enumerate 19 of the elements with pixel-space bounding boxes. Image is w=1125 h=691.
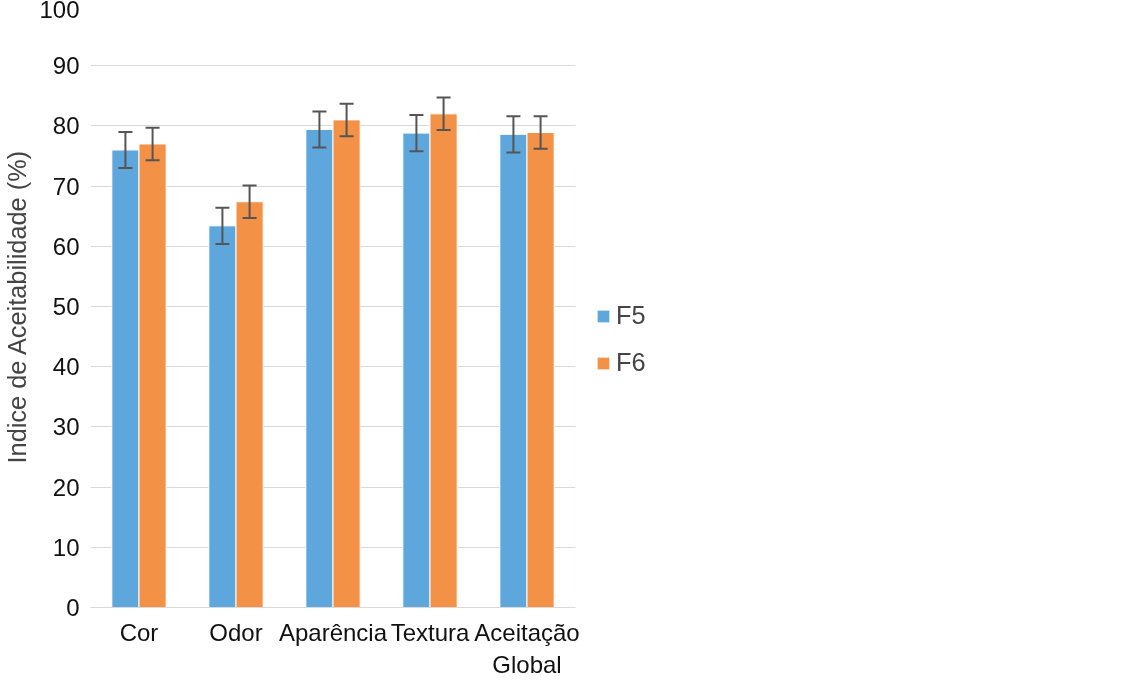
x-tick-label: Textura	[390, 618, 470, 646]
y-tick-label: 90	[52, 52, 80, 80]
y-tick-label: 80	[52, 112, 80, 140]
y-tick-label: 30	[52, 413, 80, 441]
y-tick-label: 20	[52, 473, 80, 501]
y-tick-label: 70	[52, 172, 80, 200]
x-tick-label: Odor	[209, 618, 263, 646]
x-tick-label: Cor	[119, 618, 159, 646]
legend-label: F6	[616, 348, 646, 377]
x-tick-label: Aceitação Global	[474, 618, 580, 678]
y-tick-label: 40	[52, 353, 80, 381]
y-tick-label: 10	[52, 533, 80, 561]
y-tick-label: 100	[39, 0, 80, 23]
legend-label: F5	[616, 301, 646, 330]
y-axis-title: Indice de Aceitabilidade (%)	[3, 150, 32, 464]
y-tick-label: 60	[52, 232, 80, 260]
y-tick-label: 50	[52, 293, 80, 320]
y-tick-label: 0	[66, 594, 80, 621]
x-tick-label: Aparência	[278, 618, 388, 646]
